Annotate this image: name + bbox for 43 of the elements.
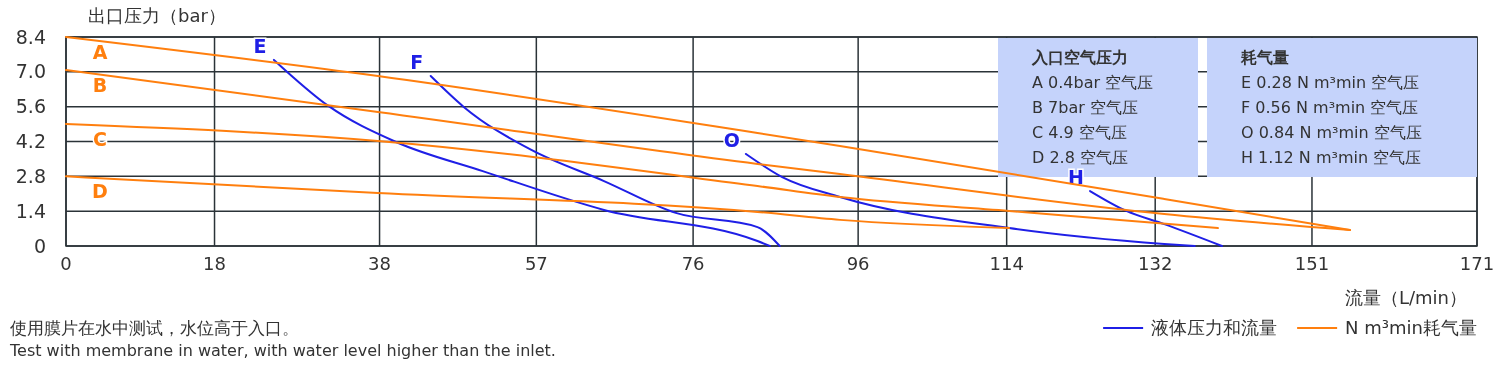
series-label: B: [92, 73, 108, 96]
annotation: D 2.8 空气压: [1032, 148, 1128, 167]
y-tick-label: 0: [33, 234, 46, 257]
x-tick-label: 96: [846, 253, 870, 274]
series-label: D: [92, 179, 108, 202]
x-tick-label: 132: [1138, 253, 1173, 274]
text: N m³min耗气量: [1345, 317, 1478, 339]
series-label: H: [1068, 165, 1084, 188]
line-series: [65, 175, 1011, 230]
series-label: A: [92, 40, 108, 63]
series-label: F: [410, 50, 424, 73]
y-axis-title: 出口压力（bar）: [88, 5, 226, 26]
y-tick-label: 5.6: [15, 95, 46, 118]
x-tick-label: 0: [60, 253, 72, 274]
x-tick-label: 38: [368, 253, 392, 274]
annotation: H 1.12 N m³min 空气压: [1241, 148, 1422, 167]
x-axis-title: 流量（L/min）: [1344, 287, 1467, 308]
y-tick-label: 1.4: [15, 199, 46, 222]
line-series: [1089, 190, 1224, 247]
line-series: [65, 123, 1219, 230]
annotation: E 0.28 N m³min 空气压: [1241, 73, 1420, 92]
x-tick-label: 18: [203, 253, 226, 274]
x-tick-label: 76: [681, 253, 705, 274]
annotation: 入口空气压力: [1031, 48, 1128, 67]
line-series: [429, 75, 781, 247]
text: 液体压力和流量: [1151, 317, 1278, 339]
y-tick-label: 7.0: [15, 60, 46, 83]
x-tick-label: 57: [524, 253, 548, 274]
annotation: F 0.56 N m³min 空气压: [1241, 98, 1419, 117]
annotation: B 7bar 空气压: [1032, 98, 1138, 117]
x-tick-label: 114: [989, 253, 1024, 274]
x-tick-label: 171: [1459, 253, 1495, 274]
y-tick-label: 2.8: [15, 164, 46, 187]
text: Test with membrane in water, with water level higher than the inlet.: [9, 341, 556, 360]
annotation: 耗气量: [1240, 48, 1289, 67]
annotation: C 4.9 空气压: [1032, 123, 1127, 142]
text: 使用膜片在水中测试，水位高于入口。: [10, 318, 299, 338]
y-tick-label: 8.4: [15, 25, 46, 48]
x-tick-label: 151: [1294, 253, 1330, 274]
annotation: A 0.4bar 空气压: [1032, 73, 1154, 92]
y-tick-label: 4.2: [15, 130, 46, 153]
annotation: O 0.84 N m³min 空气压: [1241, 123, 1422, 142]
series-label: E: [253, 34, 267, 57]
